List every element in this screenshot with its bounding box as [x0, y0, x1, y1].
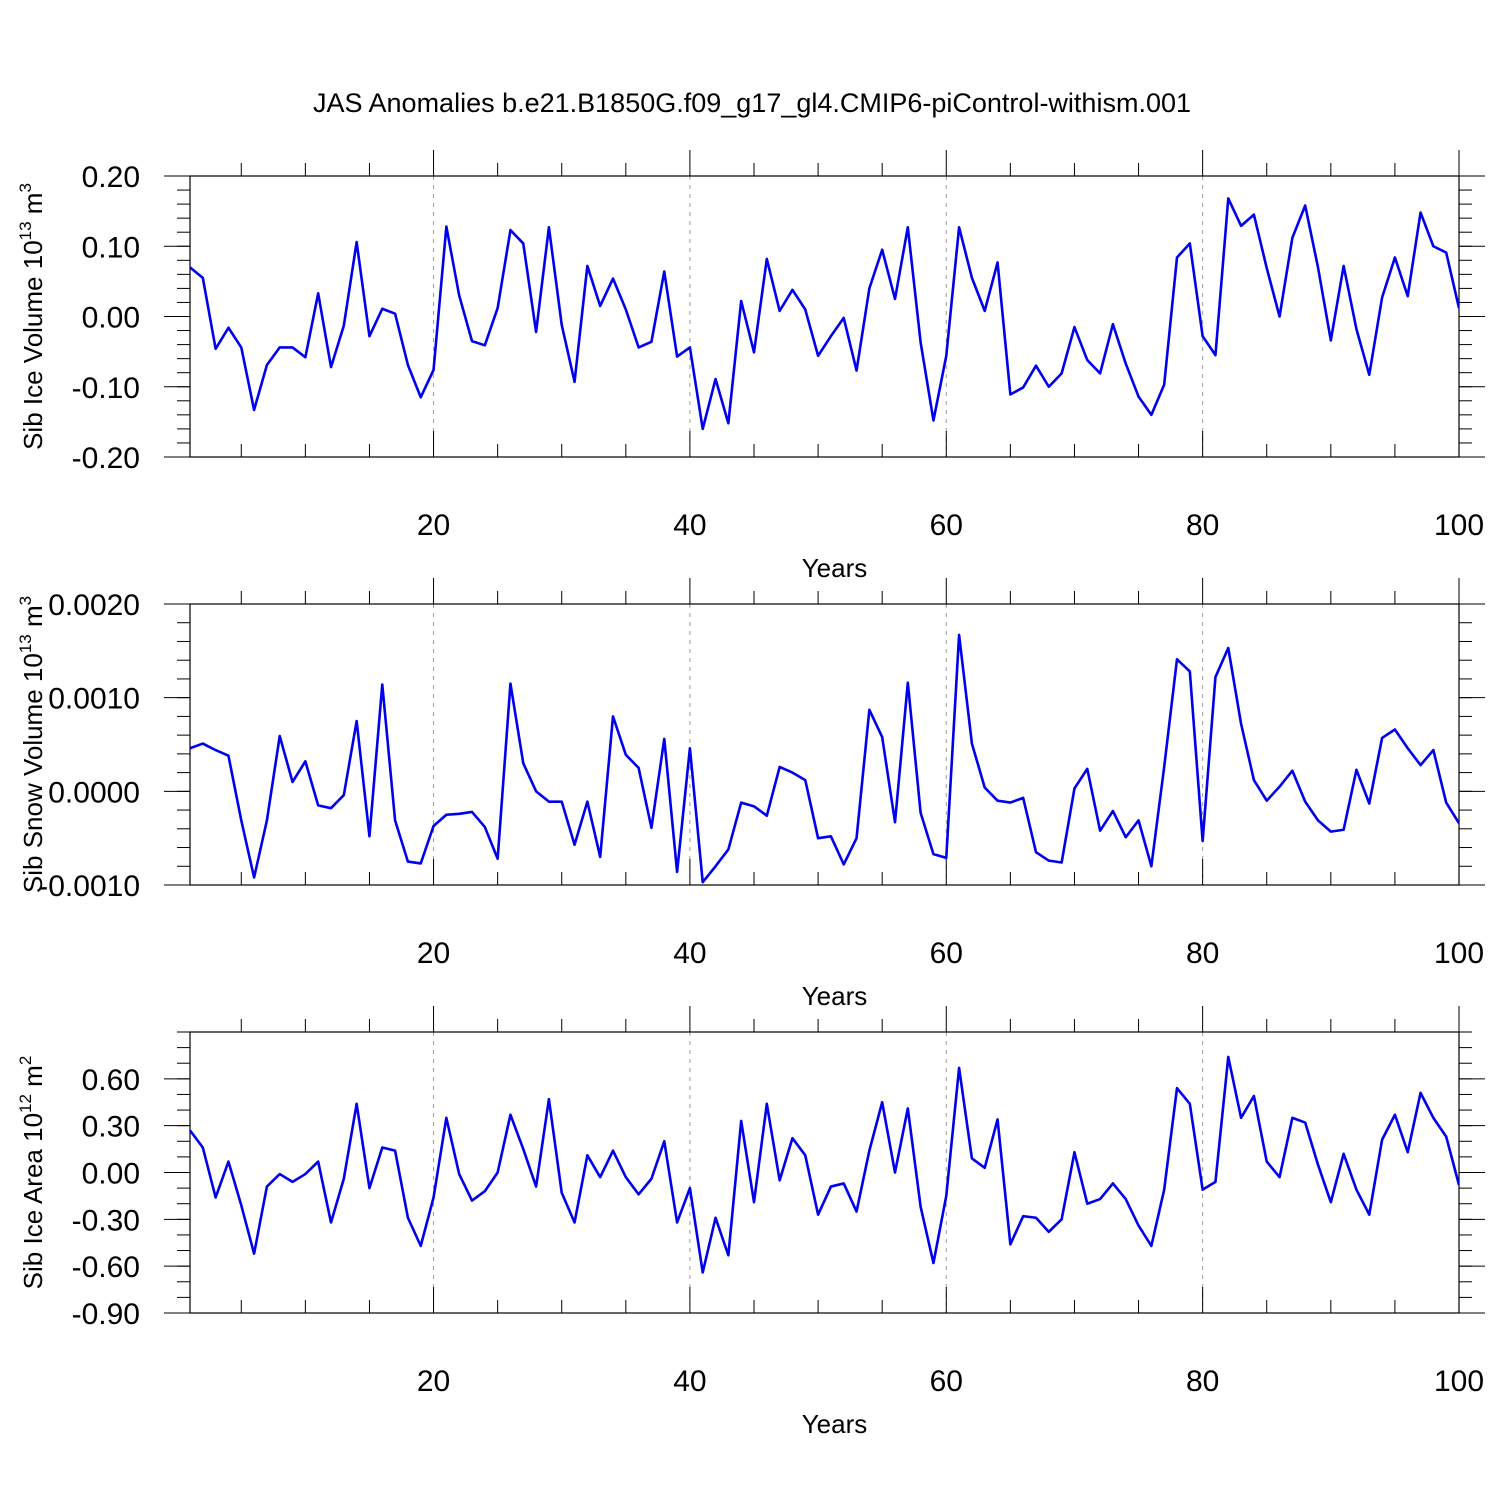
- y-tick-label: 0.60: [82, 1064, 140, 1097]
- y-tick-label: -0.60: [72, 1251, 140, 1284]
- y-axis-label-text: Sib Snow Volume 10: [18, 653, 48, 893]
- x-axis-label: Years: [802, 553, 868, 583]
- x-tick-label: 100: [1434, 937, 1484, 970]
- y-tick-label: 0.0010: [48, 683, 140, 716]
- y-axis-label-unit-exponent: 2: [16, 1056, 35, 1065]
- x-tick-label: 80: [1186, 937, 1219, 970]
- x-tick-label: 20: [417, 509, 450, 542]
- x-tick-label: 100: [1434, 1365, 1484, 1398]
- y-tick-label: -0.90: [72, 1298, 140, 1331]
- y-axis-label-unit: m: [18, 605, 48, 634]
- y-tick-label: 0.20: [82, 161, 140, 194]
- y-axis-label-exponent: 13: [16, 221, 35, 240]
- y-axis-label: Sib Ice Volume 1013 m3: [16, 183, 48, 450]
- series-line: [190, 633, 1459, 884]
- y-tick-label: -0.20: [72, 442, 140, 475]
- x-tick-label: 60: [930, 1365, 963, 1398]
- y-axis-label-text: Sib Ice Volume 10: [18, 240, 48, 450]
- x-tick-label: 40: [673, 1365, 706, 1398]
- x-axis-label: Years: [802, 1409, 868, 1439]
- x-tick-label: 80: [1186, 509, 1219, 542]
- y-axis-label-text: Sib Ice Area 10: [18, 1113, 48, 1289]
- x-tick-label: 80: [1186, 1365, 1219, 1398]
- panel-2: 20 40 60 80 100 -0.0010 0.0000 0.0010 0.0020 Year…: [16, 578, 1485, 1011]
- x-tick-label: 40: [673, 937, 706, 970]
- panels: 20 40 60 80 100 -0.20 -0.10 0.00 0.10 0.20 Years Si…: [16, 150, 1485, 1439]
- x-tick-label: 40: [673, 509, 706, 542]
- y-axis-label: Sib Ice Area 1012 m2: [16, 1056, 48, 1290]
- y-tick-label: 0.0020: [48, 589, 140, 622]
- series-line: [190, 197, 1459, 431]
- x-tick-label: 60: [930, 509, 963, 542]
- y-axis-label-exponent: 12: [16, 1094, 35, 1113]
- figure-title: JAS Anomalies b.e21.B1850G.f09_g17_gl4.C…: [313, 88, 1191, 118]
- y-axis-label-exponent: 13: [16, 634, 35, 653]
- y-tick-label: 0.30: [82, 1111, 140, 1144]
- y-tick-label: -0.10: [72, 372, 140, 405]
- series-line: [190, 1055, 1459, 1274]
- y-axis-label-unit: m: [18, 193, 48, 222]
- y-axis-label-unit-exponent: 3: [16, 183, 35, 192]
- y-axis-label: Sib Snow Volume 1013 m3: [16, 596, 48, 893]
- plot-frame: [189, 603, 1460, 886]
- x-tick-label: 20: [417, 1365, 450, 1398]
- y-tick-label: -0.30: [72, 1204, 140, 1237]
- y-axis-label-unit: m: [18, 1065, 48, 1094]
- y-tick-label: 0.00: [82, 1158, 140, 1191]
- y-tick-label: 0.00: [82, 302, 140, 335]
- plot-frame: [189, 175, 1460, 458]
- x-tick-label: 60: [930, 937, 963, 970]
- y-tick-label: 0.10: [82, 231, 140, 264]
- x-tick-label: 100: [1434, 509, 1484, 542]
- plot-frame: [189, 1031, 1460, 1314]
- y-tick-label: 0.0000: [48, 776, 140, 809]
- x-tick-label: 20: [417, 937, 450, 970]
- y-tick-label: -0.0010: [38, 870, 140, 903]
- panel-3: 20 40 60 80 100 -0.90 -0.60 -0.30 0.00 0.30 0.60 Ye…: [16, 1006, 1485, 1439]
- panel-1: 20 40 60 80 100 -0.20 -0.10 0.00 0.10 0.20 Years Si…: [16, 150, 1485, 583]
- y-axis-label-unit-exponent: 3: [16, 596, 35, 605]
- x-axis-label: Years: [802, 981, 868, 1011]
